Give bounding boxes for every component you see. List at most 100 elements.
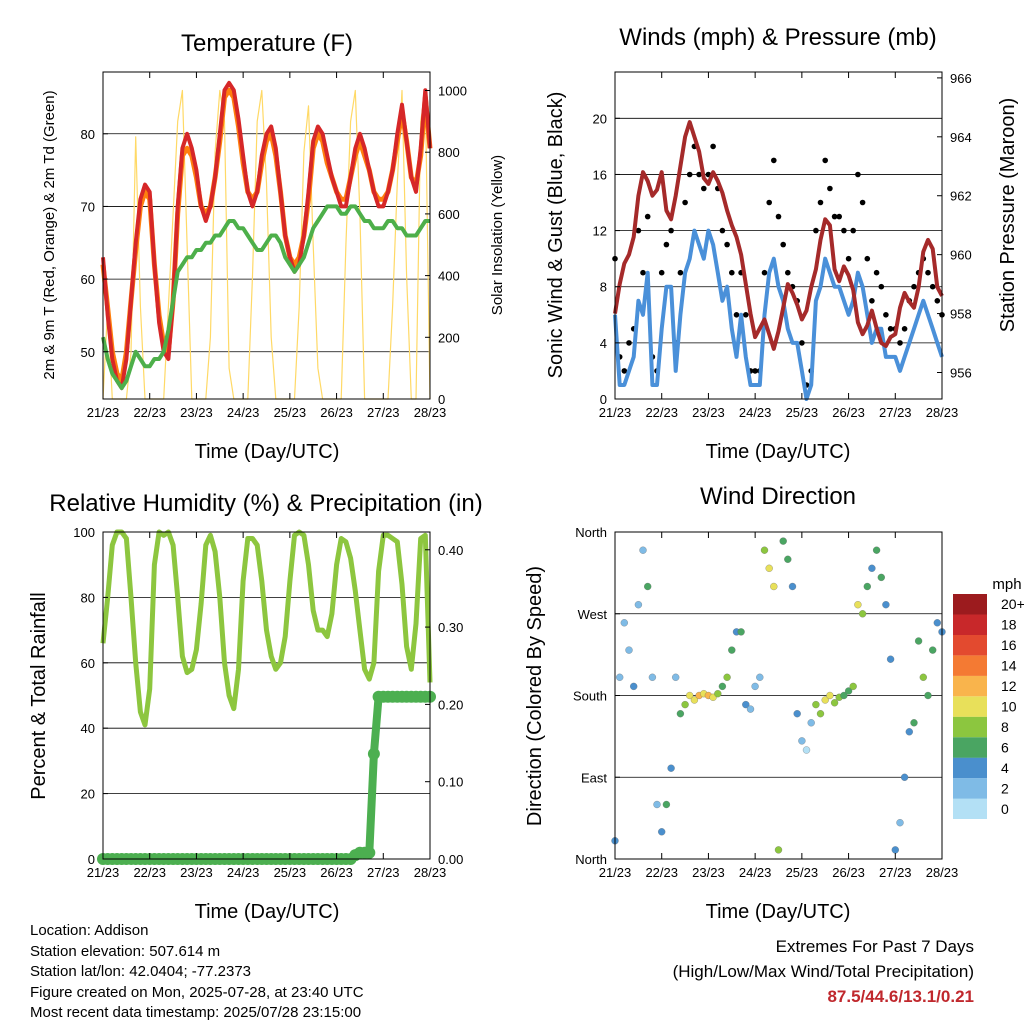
humidity-title: Relative Humidity (%) & Precipitation (i… xyxy=(49,490,482,517)
gust-point xyxy=(836,213,842,220)
direction-ytick-label: North xyxy=(575,525,607,540)
colorbar-label: 4 xyxy=(1001,760,1009,776)
temperature-xtick-label: 26/23 xyxy=(320,405,353,420)
gust-point xyxy=(785,269,791,276)
direction-xtick-label: 21/23 xyxy=(599,865,632,880)
gust-point xyxy=(845,255,852,262)
temp-2m-line xyxy=(101,80,432,391)
winds-ytick-label: 20 xyxy=(593,111,607,126)
humidity-xtick-label: 25/23 xyxy=(274,865,307,880)
direction-point xyxy=(714,690,722,698)
gust-point xyxy=(635,227,642,234)
direction-point xyxy=(630,682,638,691)
gust-point xyxy=(850,227,856,234)
winds-axes: 21/23 22/23 23/23 24/23 25/23 26/23 27/23 28/23 xyxy=(599,71,958,420)
direction-point xyxy=(868,564,876,572)
humidity-ytick-right-label: 0.20 xyxy=(438,697,463,712)
gust-point xyxy=(677,269,684,276)
direction-title: Wind Direction xyxy=(700,483,856,510)
direction-point xyxy=(686,691,694,700)
winds-ytick-label: 4 xyxy=(600,336,607,351)
gust-point xyxy=(831,213,838,220)
direction-point xyxy=(634,601,643,609)
direction-point xyxy=(844,687,853,695)
gust-point xyxy=(621,368,628,374)
latlon-text: Station lat/lon: 42.0404; -77.2373 xyxy=(30,963,252,980)
direction-ytick-label: West xyxy=(578,607,608,622)
winds-ytick-label: 8 xyxy=(600,280,607,295)
gust-point xyxy=(799,340,805,346)
direction-point xyxy=(858,610,867,618)
gust-point xyxy=(775,213,782,220)
direction-point xyxy=(896,819,904,827)
colorbar-swatch xyxy=(953,778,987,799)
temperature-ytick-right-label: 600 xyxy=(438,207,460,222)
direction-ytick-label: North xyxy=(575,852,607,867)
rainfall-line xyxy=(103,692,430,863)
colorbar-label: 16 xyxy=(1001,637,1017,653)
colorbar-label: 12 xyxy=(1001,678,1017,694)
temperature-ytick-label: 70 xyxy=(81,199,95,214)
gust-point xyxy=(729,269,735,276)
sonic-wind-line xyxy=(613,228,944,401)
gust-point xyxy=(686,171,693,178)
temperature-title: Temperature (F) xyxy=(181,30,353,57)
direction-point xyxy=(854,601,862,609)
temperature-xlabel: Time (Day/UTC) xyxy=(195,441,340,463)
direction-point xyxy=(788,582,797,591)
direction-point xyxy=(807,719,815,727)
direction-point xyxy=(742,700,750,709)
winds-xlabel: Time (Day/UTC) xyxy=(706,441,851,463)
colorbar-swatch xyxy=(953,757,987,779)
humidity-xtick-label: 21/23 xyxy=(87,865,120,880)
direction-point xyxy=(644,582,652,591)
winds-ylabel-left: Sonic Wind & Gust (Blue, Black) xyxy=(545,92,567,379)
temperature-frame xyxy=(102,71,431,400)
gust-point xyxy=(701,185,707,192)
direction-point xyxy=(658,828,666,836)
direction-point xyxy=(676,710,685,718)
direction-point xyxy=(849,682,857,691)
humidity-ytick-label: 0 xyxy=(88,852,95,867)
colorbar-label: 14 xyxy=(1001,658,1017,674)
colorbar-swatch xyxy=(953,614,987,635)
gust-point xyxy=(934,298,941,304)
gust-point xyxy=(743,312,749,318)
humidity-ytick-right-label: 0.00 xyxy=(438,852,463,867)
direction-point xyxy=(891,846,899,854)
direction-point xyxy=(840,691,848,700)
direction-point xyxy=(760,546,769,554)
direction-point xyxy=(882,601,890,609)
winds-xtick-label: 23/23 xyxy=(692,405,725,420)
colorbar-label: 2 xyxy=(1001,780,1009,796)
temperature-xtick-label: 28/23 xyxy=(414,405,447,420)
direction-point xyxy=(924,691,932,700)
winds-xtick-label: 24/23 xyxy=(739,405,772,420)
gust-point xyxy=(873,269,880,276)
direction-point xyxy=(616,673,624,681)
direction-point xyxy=(770,582,778,591)
direction-point xyxy=(877,573,885,582)
colorbar-label: 6 xyxy=(1001,739,1009,755)
gust-point xyxy=(780,241,786,248)
direction-point xyxy=(830,699,839,707)
winds-ytick-right-label: 956 xyxy=(950,365,972,380)
gust-point xyxy=(869,298,875,304)
winds-ytick-label: 12 xyxy=(593,224,607,239)
direction-point xyxy=(863,582,871,591)
gust-point xyxy=(710,143,716,150)
temperature-xtick-label: 24/23 xyxy=(227,405,260,420)
extremes-subtitle: (High/Low/Max Wind/Total Precipitation) xyxy=(672,962,974,981)
extremes-title: Extremes For Past 7 Days xyxy=(775,937,974,956)
winds-xtick-label: 22/23 xyxy=(645,405,678,420)
direction-point xyxy=(816,710,825,718)
gust-point xyxy=(841,227,847,234)
gust-point xyxy=(929,283,936,290)
humidity-xtick-label: 27/23 xyxy=(367,865,400,880)
direction-point xyxy=(662,800,671,809)
humidity-xtick-label: 28/23 xyxy=(414,865,447,880)
colorbar-title: mph xyxy=(992,576,1021,593)
humidity-frame xyxy=(102,531,431,860)
direction-point xyxy=(728,646,736,654)
